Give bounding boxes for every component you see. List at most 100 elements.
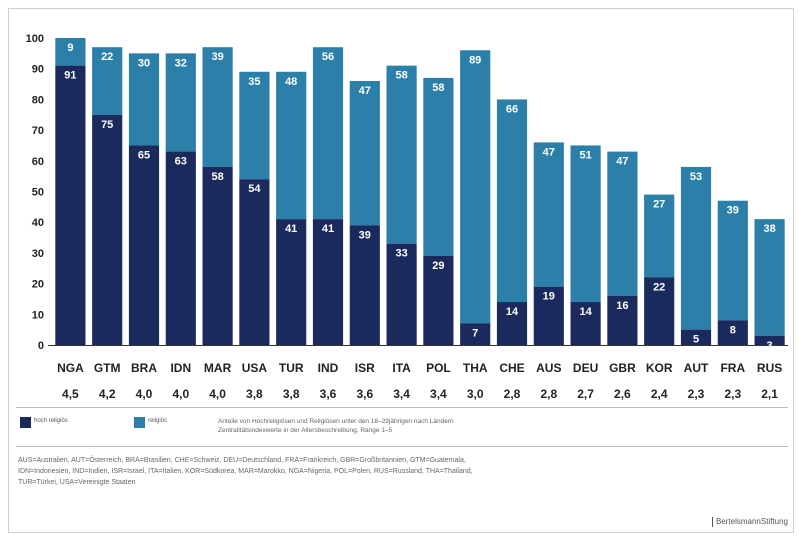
x-tick-label-nga: NGA [57, 361, 84, 375]
data-label-hoch-religioes-tur: 41 [285, 223, 297, 235]
x-tick-label-fra: FRA [720, 361, 745, 375]
bar-hoch-religioes-mar [202, 166, 233, 345]
bar-hoch-religioes-gtm [92, 114, 123, 345]
y-tick-label: 20 [32, 279, 44, 291]
score-label-rus: 2,1 [761, 387, 778, 401]
bar-religioes-mar [202, 47, 233, 167]
data-label-hoch-religioes-ind: 41 [322, 223, 334, 235]
bar-religioes-pol [423, 77, 454, 256]
figure-frame [8, 8, 794, 533]
bar-religioes-aus [533, 142, 564, 287]
score-label-bra: 4,0 [136, 387, 153, 401]
x-tick-label-usa: USA [242, 361, 268, 375]
data-label-hoch-religioes-mar: 58 [211, 171, 223, 183]
score-label-fra: 2,3 [724, 387, 741, 401]
bar-hoch-religioes-usa [239, 179, 270, 345]
bar-hoch-religioes-tur [276, 219, 307, 345]
data-label-religioes-aut: 53 [690, 171, 702, 183]
score-label-deu: 2,7 [577, 387, 594, 401]
bar-hoch-religioes-rus [754, 335, 785, 345]
score-label-kor: 2,4 [651, 387, 668, 401]
bar-religioes-usa [239, 71, 270, 180]
legend-label-hoch-religioes: hoch religiös [34, 418, 68, 424]
bar-religioes-nga [55, 38, 86, 66]
data-label-hoch-religioes-gbr: 16 [616, 300, 628, 312]
data-label-hoch-religioes-tha: 7 [472, 328, 478, 340]
score-label-che: 2,8 [504, 387, 521, 401]
score-label-idn: 4,0 [172, 387, 189, 401]
x-tick-label-aut: AUT [684, 361, 709, 375]
x-tick-label-tha: THA [463, 361, 488, 375]
data-label-hoch-religioes-idn: 63 [175, 156, 187, 168]
score-label-pol: 3,4 [430, 387, 447, 401]
x-tick-label-aus: AUS [536, 361, 561, 375]
data-label-hoch-religioes-ita: 33 [395, 248, 407, 260]
data-label-religioes-kor: 27 [653, 199, 665, 211]
bar-hoch-religioes-gbr [607, 295, 638, 345]
score-label-nga: 4,5 [62, 387, 79, 401]
legend-swatch-religioes [134, 417, 145, 428]
data-label-religioes-gtm: 22 [101, 51, 113, 63]
data-label-hoch-religioes-bra: 65 [138, 149, 150, 161]
x-tick-label-isr: ISR [355, 361, 375, 375]
y-tick-label: 40 [32, 217, 44, 229]
data-label-hoch-religioes-aus: 19 [543, 291, 555, 303]
bar-hoch-religioes-aut [680, 329, 712, 345]
bar-religioes-ind [312, 47, 344, 220]
bar-hoch-religioes-nga [55, 65, 86, 345]
data-label-religioes-nga: 9 [67, 42, 73, 54]
bar-hoch-religioes-deu [570, 302, 601, 345]
x-tick-label-pol: POL [426, 361, 451, 375]
data-label-religioes-tur: 48 [285, 76, 297, 88]
x-tick-label-mar: MAR [204, 361, 232, 375]
data-label-religioes-aus: 47 [543, 146, 555, 158]
data-label-hoch-religioes-gtm: 75 [101, 119, 113, 131]
score-label-aut: 2,3 [688, 387, 705, 401]
score-label-ind: 3,6 [320, 387, 337, 401]
legend-note: Anteile von Hochreligiösen und Religiöse… [218, 417, 548, 435]
legend-swatch-hoch-religioes [20, 417, 31, 428]
score-label-aus: 2,8 [540, 387, 557, 401]
bar-religioes-ita [386, 65, 417, 244]
x-tick-label-gbr: GBR [609, 361, 636, 375]
score-label-isr: 3,6 [356, 387, 373, 401]
score-label-gbr: 2,6 [614, 387, 631, 401]
data-label-hoch-religioes-fra: 8 [730, 324, 736, 336]
y-tick-label: 30 [32, 248, 44, 260]
x-tick-label-ita: ITA [392, 361, 411, 375]
bar-religioes-tha [460, 50, 491, 324]
bar-hoch-religioes-tha [460, 323, 491, 345]
bar-hoch-religioes-che [496, 302, 528, 345]
bar-hoch-religioes-aus [533, 286, 564, 345]
data-label-religioes-gbr: 47 [616, 156, 628, 168]
data-label-religioes-rus: 38 [763, 223, 775, 235]
x-tick-label-che: CHE [499, 361, 524, 375]
bar-religioes-aut [680, 166, 712, 330]
abbreviations-line-2: IDN=Indonesien, IND=Indien, ISR=Israel, … [18, 468, 473, 475]
bar-religioes-deu [570, 145, 601, 303]
legend-note-line1: Anteile von Hochreligiösen und Religiöse… [218, 418, 454, 425]
data-label-religioes-isr: 47 [359, 85, 371, 97]
bar-religioes-gbr [607, 151, 638, 296]
bar-hoch-religioes-ita [386, 243, 417, 345]
data-label-religioes-ita: 58 [395, 70, 407, 82]
data-label-hoch-religioes-pol: 29 [432, 260, 444, 272]
data-label-religioes-idn: 32 [175, 57, 187, 69]
y-tick-label: 70 [32, 125, 44, 137]
stacked-bar-chart: 0102030405060708090100991NGA4,52275GTM4,… [26, 33, 788, 401]
bar-religioes-fra [717, 200, 748, 321]
x-tick-label-idn: IDN [170, 361, 191, 375]
data-label-hoch-religioes-deu: 14 [579, 306, 592, 318]
data-label-religioes-bra: 30 [138, 57, 150, 69]
score-label-tur: 3,8 [283, 387, 300, 401]
x-tick-label-rus: RUS [757, 361, 782, 375]
y-tick-label: 100 [26, 33, 44, 45]
bar-religioes-rus [754, 219, 785, 336]
y-tick-label: 50 [32, 187, 44, 199]
data-label-hoch-religioes-isr: 39 [359, 229, 371, 241]
data-label-religioes-pol: 58 [432, 82, 444, 94]
bar-religioes-che [496, 99, 528, 303]
x-tick-label-bra: BRA [131, 361, 157, 375]
bar-hoch-religioes-bra [128, 145, 160, 345]
bar-hoch-religioes-isr [349, 225, 380, 345]
